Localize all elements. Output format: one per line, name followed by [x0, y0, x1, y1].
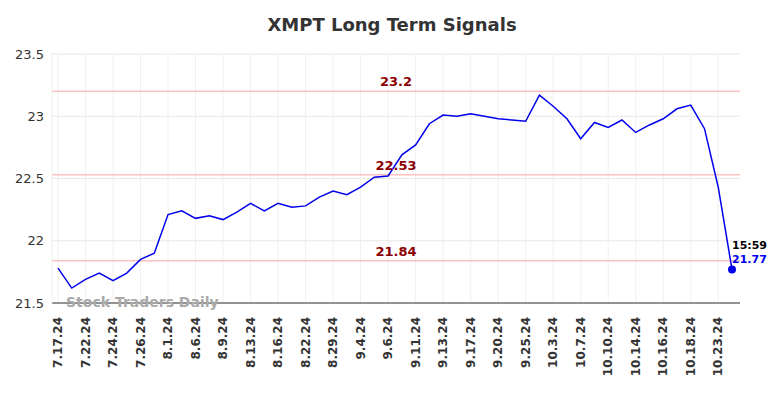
svg-text:7.26.24: 7.26.24	[134, 317, 148, 368]
svg-text:21.5: 21.5	[15, 296, 44, 311]
svg-text:10.23.24: 10.23.24	[711, 317, 725, 376]
svg-text:9.4.24: 9.4.24	[354, 317, 368, 360]
svg-text:8.1.24: 8.1.24	[161, 317, 175, 360]
svg-text:22: 22	[27, 233, 44, 248]
svg-text:22.53: 22.53	[375, 158, 416, 173]
svg-text:7.24.24: 7.24.24	[106, 317, 120, 368]
svg-text:8.9.24: 8.9.24	[216, 317, 230, 360]
svg-text:9.6.24: 9.6.24	[381, 317, 395, 360]
svg-text:9.20.24: 9.20.24	[491, 317, 505, 368]
svg-text:23: 23	[27, 109, 44, 124]
svg-text:7.17.24: 7.17.24	[51, 317, 65, 368]
svg-text:22.5: 22.5	[15, 171, 44, 186]
html-text:XMPT Long Term Signals: XMPT Long Term Signals	[267, 14, 517, 35]
svg-text:9.11.24: 9.11.24	[409, 317, 423, 368]
svg-text:10.3.24: 10.3.24	[546, 317, 560, 368]
svg-text:9.17.24: 9.17.24	[464, 317, 478, 368]
svg-text:10.7.24: 10.7.24	[574, 317, 588, 368]
svg-text:7.22.24: 7.22.24	[79, 317, 93, 368]
svg-text:8.29.24: 8.29.24	[326, 317, 340, 368]
svg-text:8.6.24: 8.6.24	[189, 317, 203, 360]
svg-text:21.77: 21.77	[732, 253, 767, 266]
svg-text:10.14.24: 10.14.24	[629, 317, 643, 376]
svg-text:23.2: 23.2	[380, 74, 412, 89]
svg-text:10.16.24: 10.16.24	[656, 317, 670, 376]
svg-text:9.13.24: 9.13.24	[436, 317, 450, 368]
svg-text:8.16.24: 8.16.24	[271, 317, 285, 368]
svg-text:8.13.24: 8.13.24	[244, 317, 258, 368]
svg-text:23.5: 23.5	[15, 47, 44, 62]
html-text:Stock Traders Daily: Stock Traders Daily	[66, 294, 219, 310]
svg-text:21.84: 21.84	[375, 244, 416, 259]
svg-text:10.10.24: 10.10.24	[601, 317, 615, 376]
svg-text:8.22.24: 8.22.24	[299, 317, 313, 368]
svg-text:15:59: 15:59	[732, 239, 767, 252]
svg-text:10.18.24: 10.18.24	[684, 317, 698, 376]
svg-text:9.25.24: 9.25.24	[519, 317, 533, 368]
